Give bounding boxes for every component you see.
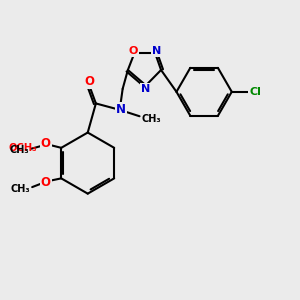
- Text: N: N: [152, 46, 162, 56]
- Text: CH₃: CH₃: [141, 114, 161, 124]
- Text: O: O: [40, 137, 51, 150]
- Text: CH₃: CH₃: [10, 184, 30, 194]
- Text: O: O: [128, 46, 138, 56]
- Text: OCH₃: OCH₃: [8, 143, 37, 153]
- Text: CH₃: CH₃: [9, 145, 29, 155]
- Text: N: N: [141, 84, 151, 94]
- Text: N: N: [116, 103, 126, 116]
- Text: O: O: [85, 75, 94, 88]
- Text: O: O: [40, 176, 51, 189]
- Text: Cl: Cl: [249, 87, 261, 97]
